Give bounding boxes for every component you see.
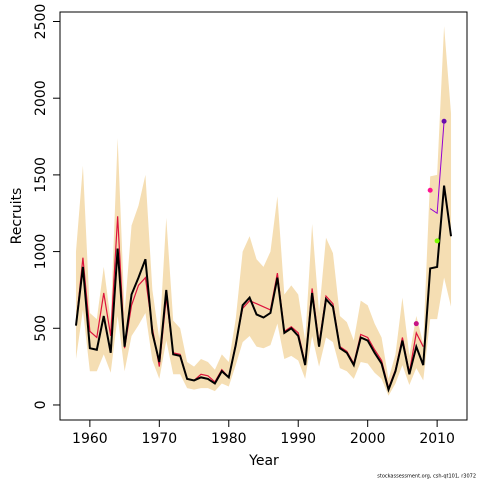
footnote: stockassessment.org, csh-qt101, r3072 — [377, 474, 476, 480]
series-line — [75, 216, 424, 391]
x-tick-label: 2010 — [419, 431, 455, 447]
x-tick-label: 1990 — [280, 431, 316, 447]
plot-frame — [59, 11, 468, 421]
y-tick-label: 0 — [33, 401, 49, 410]
point — [434, 238, 440, 244]
y-tick-label: 1500 — [33, 157, 49, 193]
series-line — [429, 121, 445, 215]
x-tick-label: 1970 — [141, 431, 177, 447]
x-tick-label: 2000 — [350, 431, 386, 447]
x-tick-label: 1960 — [72, 431, 108, 447]
point — [441, 118, 447, 124]
x-tick-label: 1980 — [211, 431, 247, 447]
y-tick-label: 1000 — [33, 234, 49, 270]
x-axis-label: Year — [248, 453, 279, 469]
series-line — [74, 185, 453, 393]
y-axis-label: Recruits — [9, 188, 25, 245]
confidence-band — [75, 26, 452, 396]
y-tick-label: 2500 — [33, 4, 49, 40]
y-tick-label: 500 — [33, 315, 49, 342]
point — [413, 321, 419, 327]
point — [427, 187, 433, 193]
y-tick-label: 2000 — [33, 80, 49, 116]
